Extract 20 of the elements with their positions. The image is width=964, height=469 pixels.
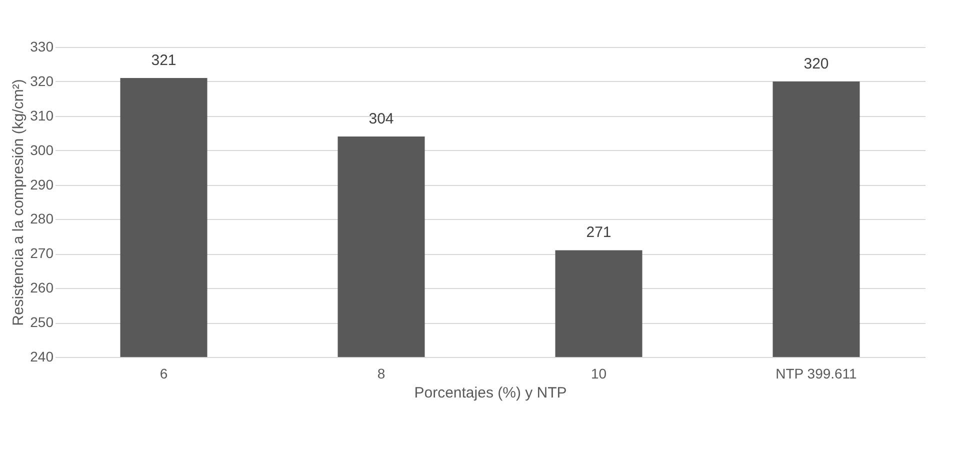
y-tick-label: 290 (30, 176, 54, 192)
y-tick-label: 250 (30, 314, 54, 330)
x-tick-label: 6 (160, 366, 168, 382)
x-tick-label: NTP 399.611 (776, 366, 858, 382)
data-label: 320 (804, 55, 829, 72)
y-tick-label: 320 (30, 72, 54, 89)
y-tick-label: 270 (30, 245, 54, 262)
y-tick-label: 330 (30, 38, 54, 54)
x-axis-title: Porcentajes (%) y NTP (414, 384, 567, 402)
data-label: 271 (586, 224, 612, 242)
y-tick-label: 280 (30, 210, 54, 227)
x-tick-label: 8 (377, 366, 386, 382)
data-label: 321 (151, 52, 176, 69)
y-tick-label: 260 (30, 280, 54, 296)
y-tick-label: 300 (30, 142, 54, 158)
y-tick-label: 310 (30, 107, 54, 124)
y-axis-title: Resistencia a la compresión (kg/cm²) (10, 79, 28, 326)
y-tick-label: 240 (30, 348, 54, 364)
data-label: 304 (368, 110, 394, 128)
x-tick-label: 10 (590, 366, 607, 382)
